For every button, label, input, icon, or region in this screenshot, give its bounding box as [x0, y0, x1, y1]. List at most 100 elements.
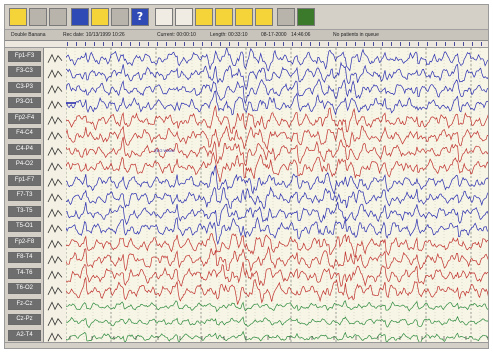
page-next-button[interactable] [235, 8, 253, 26]
channel-label[interactable]: Fp1-F7 [8, 174, 41, 186]
eeg-trace-area[interactable]: EEG WAVE [66, 48, 489, 349]
ruler-tick [130, 42, 131, 46]
ruler-tick [94, 42, 95, 46]
help-button[interactable]: ? [131, 8, 149, 26]
ruler-tick [76, 42, 77, 46]
calibration-mark [47, 193, 63, 203]
ruler-tick [211, 42, 212, 46]
ruler-tick [166, 42, 167, 46]
channel-label[interactable]: Fp2-F8 [8, 236, 41, 248]
montage-name: Double Banana [11, 32, 46, 38]
channel-label[interactable]: C3-P3 [8, 81, 41, 93]
eeg-trace [66, 78, 488, 105]
ruler-tick [418, 42, 419, 46]
ruler-tick [319, 42, 320, 46]
filter-button[interactable] [49, 8, 67, 26]
channel-label[interactable]: T6-O2 [8, 283, 41, 295]
calibration-mark [47, 162, 63, 172]
channel-label[interactable]: A2-T4 [8, 329, 41, 341]
eeg-trace [66, 233, 488, 258]
ruler-tick [427, 42, 428, 46]
step-back-button[interactable] [155, 8, 173, 26]
calibration-mark [47, 84, 63, 94]
ruler-tick [193, 42, 194, 46]
ruler-tick [274, 42, 275, 46]
event-button[interactable] [297, 8, 315, 26]
calibration-mark [47, 223, 63, 234]
calibration-mark [47, 115, 63, 125]
ruler-tick [256, 42, 257, 46]
ruler-tick [400, 42, 401, 46]
ruler-tick [409, 42, 410, 46]
eeg-trace [66, 330, 488, 345]
eeg-trace [66, 164, 488, 196]
calibration-mark [47, 285, 63, 296]
eeg-trace [66, 245, 488, 273]
ruler-tick [472, 42, 473, 46]
calibration-mark [47, 332, 63, 342]
channel-label[interactable]: Cz-Pz [8, 314, 41, 326]
ruler-tick [112, 42, 113, 46]
calibration-mark [47, 100, 63, 110]
channel-label[interactable]: T3-T5 [8, 205, 41, 217]
ruler-tick [247, 42, 248, 46]
ruler-tick [139, 42, 140, 46]
eeg-trace [66, 124, 488, 151]
eeg-trace [66, 104, 488, 134]
toolbar: ? [5, 5, 488, 30]
channel-label[interactable]: Fp1-F3 [8, 51, 41, 62]
channel-label[interactable]: F8-T4 [8, 252, 41, 264]
ruler-tick [238, 42, 239, 46]
channel-label[interactable]: P4-O2 [8, 159, 41, 171]
channel-label[interactable]: C4-P4 [8, 143, 41, 155]
patient-queue-status: No patients in queue [333, 32, 379, 38]
ruler-tick [148, 42, 149, 46]
notebook-button[interactable] [91, 8, 109, 26]
ruler-tick [346, 42, 347, 46]
step-forward-button[interactable] [175, 8, 193, 26]
channel-label[interactable]: T4-T6 [8, 267, 41, 279]
ruler-tick [121, 42, 122, 46]
ruler-tick [283, 42, 284, 46]
data-button[interactable] [71, 8, 89, 26]
calibration-mark [47, 69, 63, 79]
ruler-tick [436, 42, 437, 46]
record-length: Length: 00:33:10 [210, 32, 248, 38]
channel-label[interactable]: T5-O1 [8, 221, 41, 233]
calibration-mark [47, 270, 63, 280]
calibration-mark [47, 131, 63, 141]
open-record-button[interactable] [9, 8, 27, 26]
ruler-tick [157, 42, 158, 46]
ruler-tick [265, 42, 266, 46]
calibration-mark [47, 146, 63, 156]
page-first-button[interactable] [195, 8, 213, 26]
channel-label[interactable]: P3-O1 [8, 97, 41, 109]
page-prev-button[interactable] [215, 8, 233, 26]
ruler-tick [220, 42, 221, 46]
ruler-tick [454, 42, 455, 46]
channel-label[interactable]: F4-C4 [8, 128, 41, 140]
ruler-tick [364, 42, 365, 46]
montage-button[interactable] [29, 8, 47, 26]
calibration-mark [47, 301, 63, 311]
channel-label[interactable]: F7-T3 [8, 190, 41, 202]
ruler-tick [337, 42, 338, 46]
print-button[interactable] [277, 8, 295, 26]
ruler-tick [202, 42, 203, 46]
ruler-tick [310, 42, 311, 46]
channel-label[interactable]: Fz-Cz [8, 298, 41, 310]
list-button[interactable] [111, 8, 129, 26]
channel-label[interactable]: F3-C3 [8, 66, 41, 78]
calibration-mark [47, 208, 63, 218]
time-ruler[interactable] [5, 41, 488, 48]
page-last-button[interactable] [255, 8, 273, 26]
status-bar: Double Banana Rec date: 10/13/1999 10:26… [5, 30, 488, 41]
horizontal-scrollbar[interactable] [5, 342, 488, 348]
channel-label[interactable]: Fp2-F4 [8, 112, 41, 124]
ruler-tick [463, 42, 464, 46]
eeg-trace [66, 201, 488, 227]
calibration-mark [47, 239, 63, 249]
eeg-trace [66, 216, 488, 245]
event-annotation[interactable]: EEG WAVE [154, 148, 175, 153]
eeg-waveform-canvas[interactable]: EEG WAVE [66, 48, 489, 349]
